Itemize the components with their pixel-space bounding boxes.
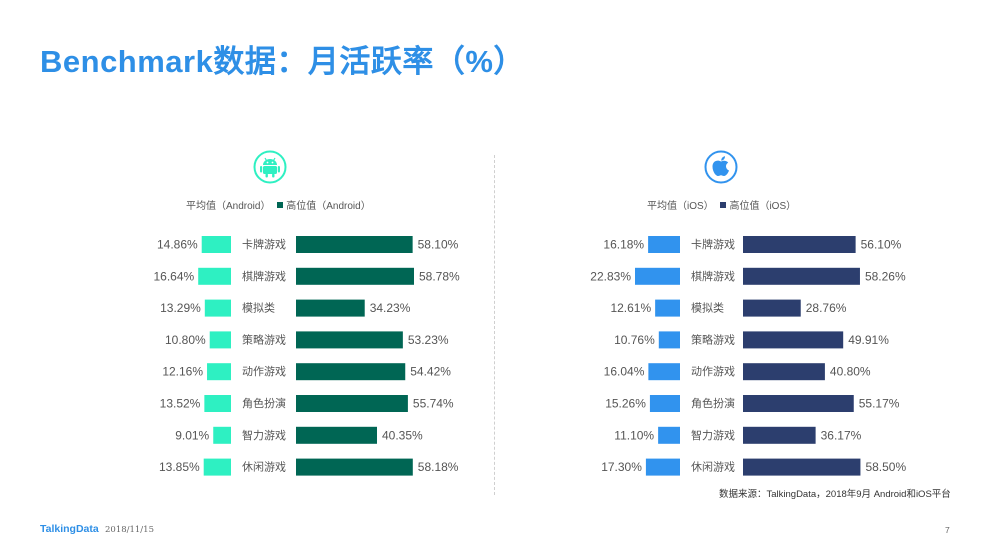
android-avg-label: 13.29% bbox=[160, 301, 201, 315]
android-high-label: 58.18% bbox=[418, 460, 459, 474]
android-category-label: 智力游戏 bbox=[242, 428, 286, 442]
ios-high-label: 55.17% bbox=[859, 397, 900, 411]
android-avg-label: 13.85% bbox=[159, 460, 200, 474]
ios-avg-bar bbox=[635, 267, 680, 285]
android-high-bar bbox=[296, 331, 403, 349]
legend-item-android-high: 高位值（Android） bbox=[286, 201, 371, 212]
legend-item-android-avg: 平均值（Android） bbox=[186, 201, 271, 212]
ios-category-label: 动作游戏 bbox=[691, 365, 735, 378]
android-category-label: 角色扮演 bbox=[242, 396, 286, 410]
android-avg-bar bbox=[209, 331, 231, 349]
ios-category-label: 角色扮演 bbox=[691, 396, 735, 410]
android-avg-label: 12.16% bbox=[162, 365, 203, 379]
android-avg-label: 13.52% bbox=[160, 397, 201, 411]
android-avg-bar bbox=[207, 363, 231, 381]
ios-category-label: 智力游戏 bbox=[691, 428, 735, 442]
legend-item-ios-high: 高位值（iOS） bbox=[729, 201, 797, 212]
ios-avg-label: 17.30% bbox=[601, 460, 642, 474]
android-avg-bar bbox=[201, 236, 231, 253]
page-title: Benchmark数据：月活跃率（%） bbox=[40, 44, 525, 79]
ios-high-bar bbox=[743, 236, 856, 253]
chart-divider bbox=[494, 155, 495, 495]
legend-ios: 平均值（iOS） 高位值（iOS） bbox=[647, 197, 796, 212]
ios-high-label: 56.10% bbox=[861, 238, 902, 252]
legend-swatch-ios-high bbox=[720, 202, 727, 208]
android-high-bar bbox=[296, 267, 414, 285]
ios-avg-label: 15.26% bbox=[605, 397, 646, 411]
android-high-label: 54.42% bbox=[410, 365, 451, 379]
ios-high-label: 40.80% bbox=[830, 365, 871, 379]
ios-avg-bar bbox=[655, 299, 680, 317]
ios-avg-bar bbox=[658, 426, 680, 444]
ios-high-bar bbox=[743, 331, 844, 349]
ios-avg-label: 22.83% bbox=[590, 269, 631, 283]
ios-high-label: 28.76% bbox=[806, 301, 847, 315]
ios-avg-label: 16.04% bbox=[604, 365, 645, 379]
android-high-label: 40.35% bbox=[382, 428, 423, 442]
android-avg-bar bbox=[198, 267, 231, 285]
android-high-bar bbox=[296, 458, 413, 476]
ios-high-label: 58.50% bbox=[865, 460, 906, 474]
ios-avg-bar bbox=[648, 236, 680, 253]
android-high-label: 58.78% bbox=[419, 269, 460, 283]
ios-avg-bar bbox=[658, 331, 680, 349]
page-number: 7 bbox=[945, 525, 950, 535]
android-category-label: 模拟类 bbox=[242, 301, 275, 315]
ios-high-bar bbox=[743, 458, 861, 476]
android-avg-bar bbox=[204, 395, 231, 412]
android-icon bbox=[253, 150, 287, 184]
android-avg-label: 9.01% bbox=[175, 428, 209, 442]
legend-android: 平均值（Android） 高位值（Android） bbox=[186, 197, 371, 212]
android-category-label: 动作游戏 bbox=[242, 365, 286, 378]
android-high-bar bbox=[296, 426, 378, 444]
android-category-label: 棋牌游戏 bbox=[242, 269, 286, 283]
ios-high-label: 58.26% bbox=[865, 269, 906, 283]
ios-avg-label: 16.18% bbox=[603, 238, 644, 252]
android-high-label: 53.23% bbox=[408, 333, 449, 347]
ios-avg-bar bbox=[648, 363, 680, 381]
android-avg-bar bbox=[204, 299, 231, 317]
android-high-bar bbox=[296, 236, 413, 253]
ios-category-label: 策略游戏 bbox=[691, 332, 735, 346]
ios-avg-label: 12.61% bbox=[610, 301, 651, 315]
android-avg-label: 10.80% bbox=[165, 333, 206, 347]
ios-category-label: 卡牌游戏 bbox=[691, 237, 735, 251]
ios-high-bar bbox=[743, 299, 801, 317]
ios-high-label: 36.17% bbox=[821, 428, 862, 442]
android-high-label: 55.74% bbox=[413, 397, 454, 411]
android-high-label: 58.10% bbox=[418, 238, 459, 252]
android-high-bar bbox=[296, 363, 406, 381]
ios-avg-label: 11.10% bbox=[614, 428, 654, 442]
android-category-label: 卡牌游戏 bbox=[242, 237, 286, 251]
android-high-bar bbox=[296, 299, 365, 317]
ios-category-label: 休闲游戏 bbox=[691, 460, 735, 474]
android-avg-label: 14.86% bbox=[157, 238, 198, 252]
android-avg-label: 16.64% bbox=[153, 269, 194, 283]
data-source-note: 数据来源：TalkingData，2018年9月 Android和iOS平台 bbox=[719, 489, 951, 500]
ios-avg-bar bbox=[645, 458, 680, 476]
talkingdata-logo: TalkingData bbox=[40, 523, 99, 535]
ios-high-bar bbox=[743, 267, 860, 285]
android-category-label: 策略游戏 bbox=[242, 332, 286, 346]
android-high-bar bbox=[296, 395, 408, 412]
legend-item-ios-avg: 平均值（iOS） bbox=[647, 201, 714, 212]
ios-high-bar bbox=[743, 426, 816, 444]
legend-swatch-android-high bbox=[277, 202, 284, 208]
apple-icon bbox=[704, 150, 738, 184]
ios-category-label: 模拟类 bbox=[691, 301, 724, 315]
android-avg-bar bbox=[213, 426, 231, 444]
ios-high-bar bbox=[743, 395, 854, 412]
ios-high-bar bbox=[743, 363, 825, 381]
android-avg-bar bbox=[203, 458, 231, 476]
android-high-label: 34.23% bbox=[370, 301, 411, 315]
ios-avg-bar bbox=[649, 395, 680, 412]
ios-avg-label: 10.76% bbox=[614, 333, 655, 347]
ios-high-label: 49.91% bbox=[848, 333, 889, 347]
ios-category-label: 棋牌游戏 bbox=[691, 269, 735, 283]
footer-date: 2018/11/15 bbox=[105, 525, 154, 535]
android-category-label: 休闲游戏 bbox=[242, 460, 286, 474]
